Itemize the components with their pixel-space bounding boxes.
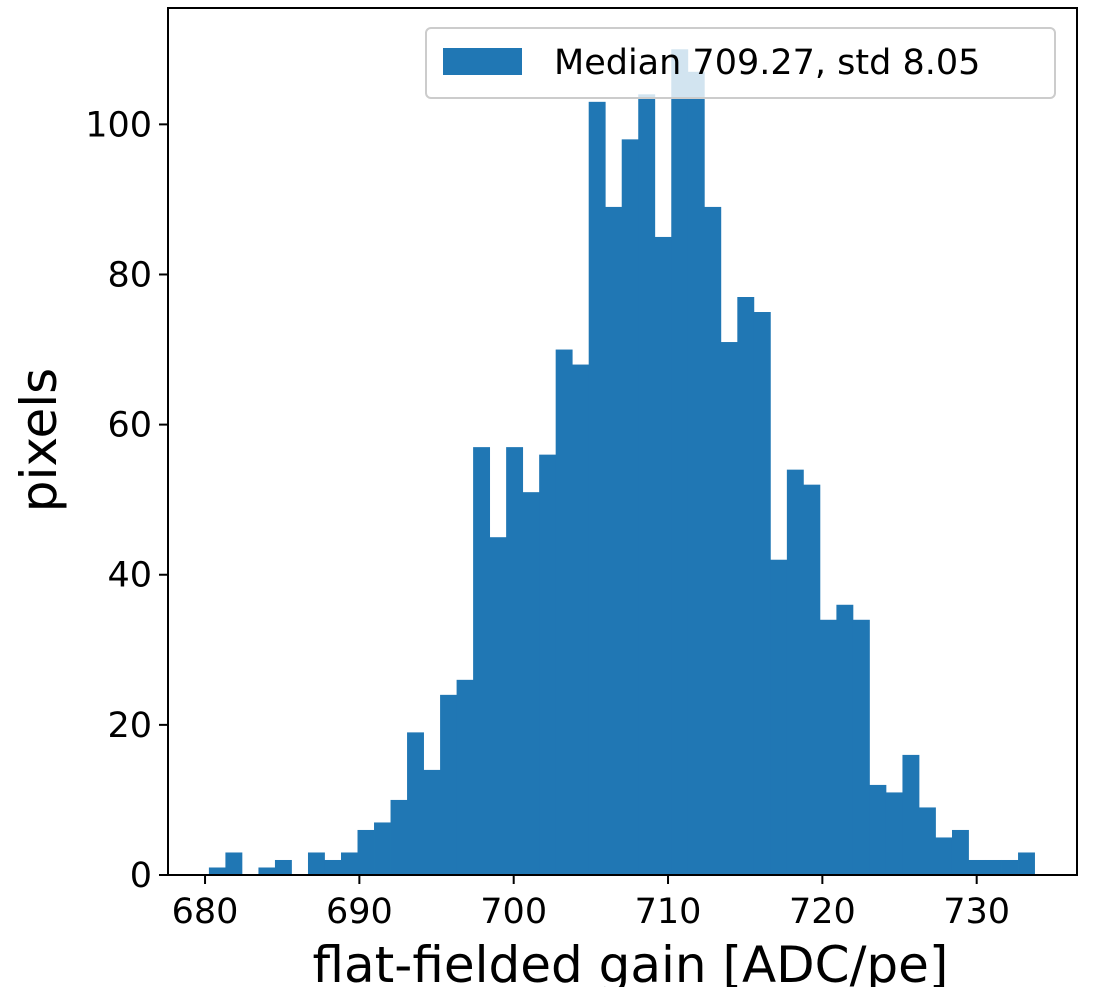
histogram-bar	[374, 822, 391, 875]
histogram-bar	[621, 139, 639, 875]
histogram-bar	[885, 792, 903, 875]
histogram-bar	[341, 852, 358, 875]
histogram-bar	[307, 852, 325, 875]
axes-layer: 680 690 700 710 720 730 0 20 40 60 80 100 flat-field…	[10, 7, 1078, 991]
y-tick-label: 100	[85, 105, 152, 145]
y-tick-label: 20	[107, 706, 152, 746]
histogram-bar	[539, 454, 557, 875]
histogram-bar	[786, 469, 804, 875]
histogram-bar	[720, 342, 738, 876]
histogram-bar	[588, 101, 606, 875]
histogram-bar	[1001, 859, 1019, 875]
histogram-bar	[902, 754, 920, 875]
histogram-bar	[274, 859, 292, 875]
y-tick-label: 0	[130, 856, 152, 896]
histogram-bar	[654, 236, 672, 875]
histogram-bar	[852, 619, 870, 875]
histogram-bar	[225, 852, 243, 875]
y-tick-label: 60	[107, 406, 152, 446]
x-tick-label: 700	[480, 892, 547, 932]
histogram-bar	[819, 619, 837, 875]
x-tick-label: 730	[943, 892, 1010, 932]
histogram-bar	[390, 799, 408, 875]
x-tick-label: 690	[326, 892, 393, 932]
legend-swatch	[443, 48, 522, 75]
histogram-bar	[687, 71, 705, 876]
y-tick-label: 80	[107, 255, 152, 295]
histogram-bar	[456, 679, 474, 875]
x-tick-label: 710	[635, 892, 702, 932]
histogram-bar	[968, 859, 986, 875]
histogram-bar	[918, 807, 936, 875]
histogram-bar	[737, 297, 755, 875]
histogram-bar	[489, 537, 507, 875]
plot-frame	[167, 7, 1078, 876]
legend-label: Median 709.27, std 8.05	[554, 43, 980, 83]
histogram-bar	[407, 732, 424, 875]
histogram-bar	[671, 49, 689, 876]
histogram-bar	[208, 867, 226, 875]
histogram-bar	[869, 784, 887, 875]
histogram-bar	[985, 859, 1002, 875]
histogram-bar	[357, 829, 375, 875]
y-tick-label: 40	[107, 556, 152, 596]
histogram-bar	[638, 94, 656, 875]
histogram-bar	[440, 694, 457, 875]
histogram-bar	[753, 312, 771, 875]
x-axis-label: flat-fielded gain [ADC/pe]	[313, 936, 949, 987]
histogram-bar	[258, 867, 276, 875]
y-axis-label: pixels	[10, 368, 68, 512]
histogram-bar	[555, 349, 573, 876]
histogram-bar	[951, 829, 969, 875]
histogram-bar	[935, 837, 953, 875]
histogram-bar	[473, 447, 491, 875]
histogram-bar	[506, 447, 524, 875]
histogram-bar	[704, 206, 722, 876]
histogram-bar	[522, 492, 540, 875]
x-tick-label: 680	[172, 892, 239, 932]
histogram-bar	[572, 364, 590, 875]
histogram-bar	[324, 859, 342, 875]
x-tick-label: 720	[789, 892, 856, 932]
histogram-bar	[770, 559, 788, 875]
histogram-bar	[423, 769, 441, 875]
legend-box	[425, 27, 1056, 99]
histogram-bar	[803, 484, 821, 875]
histogram-bar	[1018, 852, 1035, 875]
legend: Median 709.27, std 8.05	[425, 27, 1056, 99]
bars-layer	[208, 49, 1035, 876]
histogram-bar	[605, 206, 623, 876]
histogram-bar	[836, 604, 854, 875]
